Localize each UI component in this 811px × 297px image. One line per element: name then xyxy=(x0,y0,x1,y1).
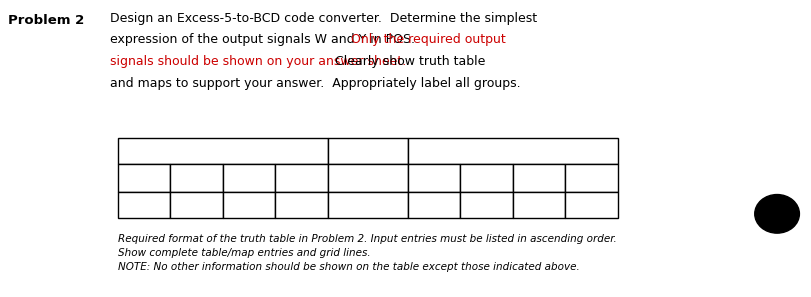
Bar xyxy=(118,164,170,192)
Text: (m): (m) xyxy=(358,151,376,162)
Bar xyxy=(460,164,513,192)
Text: Outputs (BCD Code): Outputs (BCD Code) xyxy=(460,146,565,156)
Bar xyxy=(170,192,223,218)
Text: Design an Excess-5-to-BCD code converter.  Determine the simplest: Design an Excess-5-to-BCD code converter… xyxy=(109,12,536,25)
Text: Problem 2: Problem 2 xyxy=(8,14,84,27)
Ellipse shape xyxy=(753,195,798,233)
Bar xyxy=(460,192,513,218)
Bar xyxy=(513,192,564,218)
Text: expression of the output signals W and Y in POS.: expression of the output signals W and Y… xyxy=(109,34,418,47)
Bar xyxy=(407,164,460,192)
Text: signals should be shown on your answer sheet.: signals should be shown on your answer s… xyxy=(109,55,406,68)
Text: Clearly show truth table: Clearly show truth table xyxy=(331,55,485,68)
Text: T: T xyxy=(191,170,202,186)
Text: U: U xyxy=(243,170,255,186)
Text: S: S xyxy=(139,170,149,186)
Bar xyxy=(564,164,617,192)
Bar xyxy=(118,138,328,164)
Bar xyxy=(328,192,407,218)
Text: Only the required output: Only the required output xyxy=(350,34,505,47)
Bar xyxy=(407,138,617,164)
Text: V: V xyxy=(296,170,307,186)
Bar xyxy=(170,164,223,192)
Bar xyxy=(513,164,564,192)
Text: and maps to support your answer.  Appropriately label all groups.: and maps to support your answer. Appropr… xyxy=(109,77,520,89)
Text: W: W xyxy=(426,170,442,186)
Text: minterm: minterm xyxy=(345,143,390,152)
Bar xyxy=(223,164,275,192)
Text: Y: Y xyxy=(534,170,544,186)
Bar xyxy=(328,138,407,164)
Bar xyxy=(564,192,617,218)
Bar xyxy=(118,192,170,218)
Text: Inputs (Excess-5 Code): Inputs (Excess-5 Code) xyxy=(163,146,282,156)
Bar xyxy=(275,164,328,192)
Text: Z: Z xyxy=(586,170,596,186)
Bar xyxy=(223,192,275,218)
Bar xyxy=(275,192,328,218)
Text: Required format of the truth table in Problem 2. Input entries must be listed in: Required format of the truth table in Pr… xyxy=(118,234,616,244)
Text: NOTE: No other information should be shown on the table except those indicated a: NOTE: No other information should be sho… xyxy=(118,262,579,272)
Bar xyxy=(328,164,407,192)
Text: Show complete table/map entries and grid lines.: Show complete table/map entries and grid… xyxy=(118,248,370,258)
Bar xyxy=(407,192,460,218)
Text: X: X xyxy=(481,170,491,186)
